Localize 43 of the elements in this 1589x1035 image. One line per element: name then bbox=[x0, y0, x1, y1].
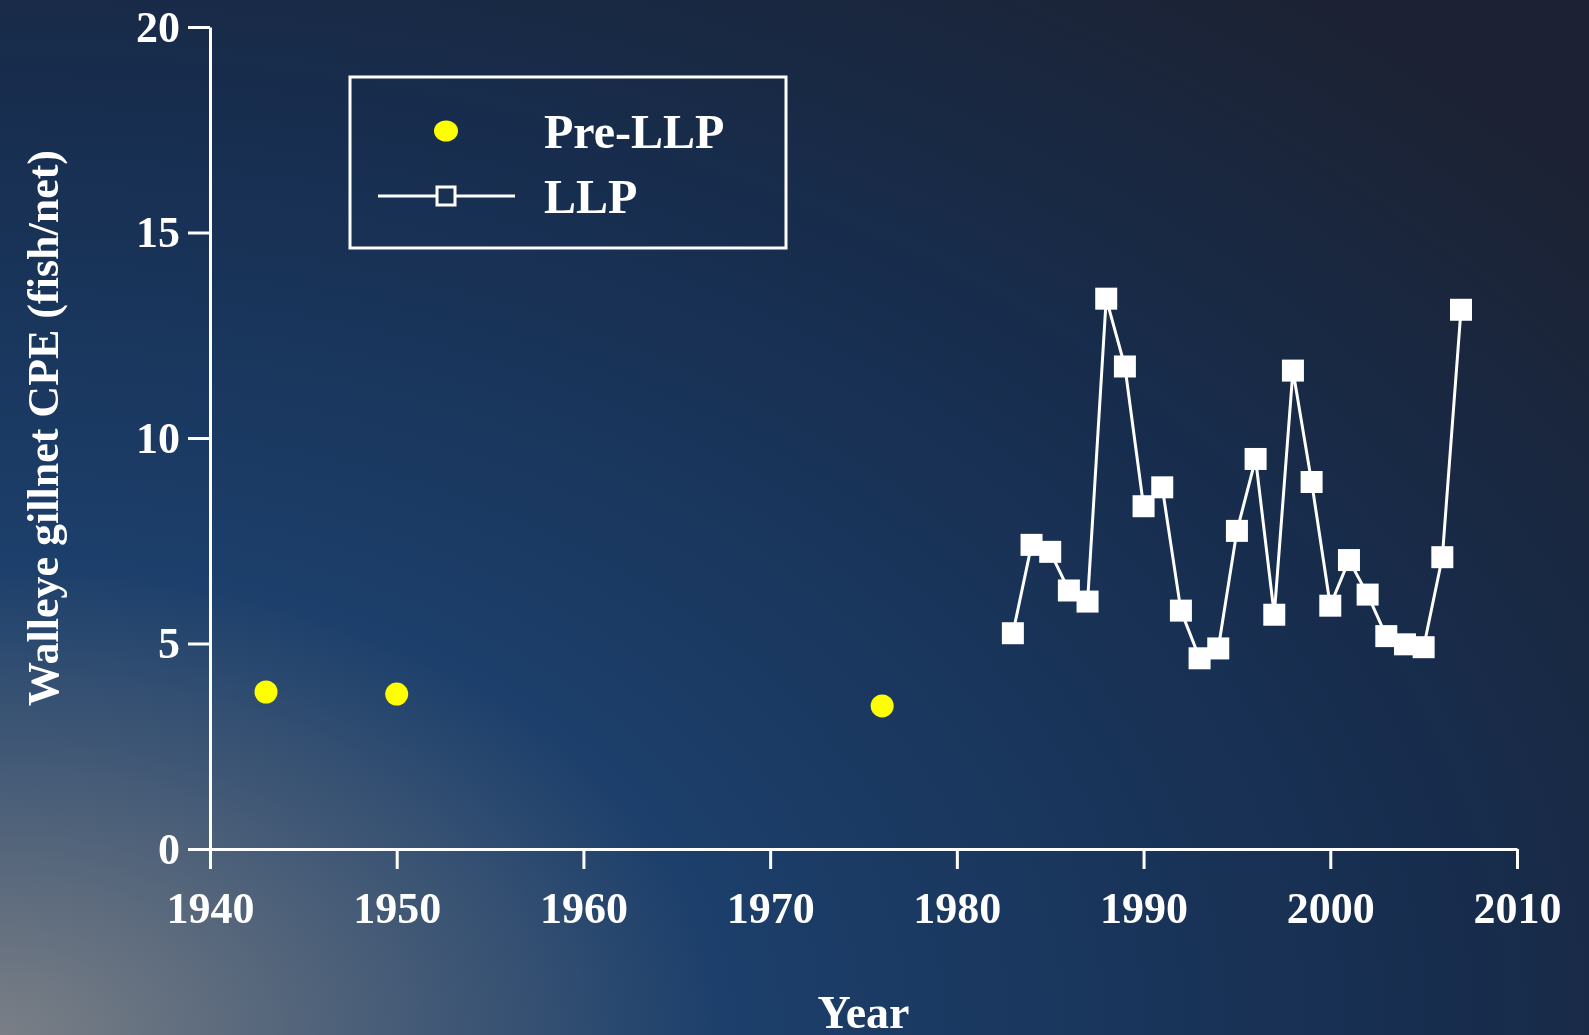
x-tick-label: 1960 bbox=[539, 883, 628, 933]
x-axis-title: Year bbox=[817, 987, 910, 1035]
point bbox=[1057, 579, 1080, 602]
point bbox=[1207, 637, 1230, 660]
point bbox=[1188, 647, 1211, 670]
legend-label: LLP bbox=[544, 169, 638, 223]
y-tick-label: 5 bbox=[158, 619, 180, 669]
y-tick-label: 0 bbox=[158, 824, 180, 874]
point bbox=[1244, 447, 1267, 470]
point bbox=[1225, 519, 1248, 542]
x-tick-label: 1940 bbox=[166, 883, 255, 933]
x-tick-label: 1950 bbox=[353, 883, 442, 933]
point bbox=[1076, 590, 1099, 613]
point bbox=[1169, 599, 1192, 622]
x-tick-label: 1990 bbox=[1100, 883, 1189, 933]
legend-label: Pre-LLP bbox=[544, 104, 725, 158]
point bbox=[1113, 355, 1136, 378]
point bbox=[1001, 622, 1024, 645]
point bbox=[1356, 583, 1379, 606]
point bbox=[1300, 470, 1323, 493]
point bbox=[254, 680, 278, 704]
point bbox=[1132, 495, 1155, 518]
point bbox=[1337, 549, 1360, 572]
y-tick-label: 10 bbox=[136, 413, 180, 463]
point bbox=[1449, 298, 1472, 321]
y-tick-label: 15 bbox=[136, 208, 180, 258]
x-tick-label: 1980 bbox=[913, 883, 1002, 933]
point bbox=[1431, 546, 1454, 569]
x-tick-label: 2000 bbox=[1286, 883, 1375, 933]
point bbox=[1375, 625, 1398, 648]
point bbox=[1319, 594, 1342, 617]
point bbox=[385, 682, 409, 706]
point bbox=[1151, 476, 1174, 499]
x-tick-label: 2010 bbox=[1473, 883, 1562, 933]
point bbox=[870, 694, 894, 718]
point bbox=[1095, 287, 1118, 310]
y-tick-label: 20 bbox=[136, 2, 180, 52]
point bbox=[1039, 540, 1062, 563]
y-axis-title: Walleye gillnet CPE (fish/net) bbox=[19, 149, 68, 707]
point bbox=[1412, 636, 1435, 659]
point bbox=[1281, 359, 1304, 382]
x-tick-label: 1970 bbox=[726, 883, 815, 933]
point bbox=[1263, 603, 1286, 626]
